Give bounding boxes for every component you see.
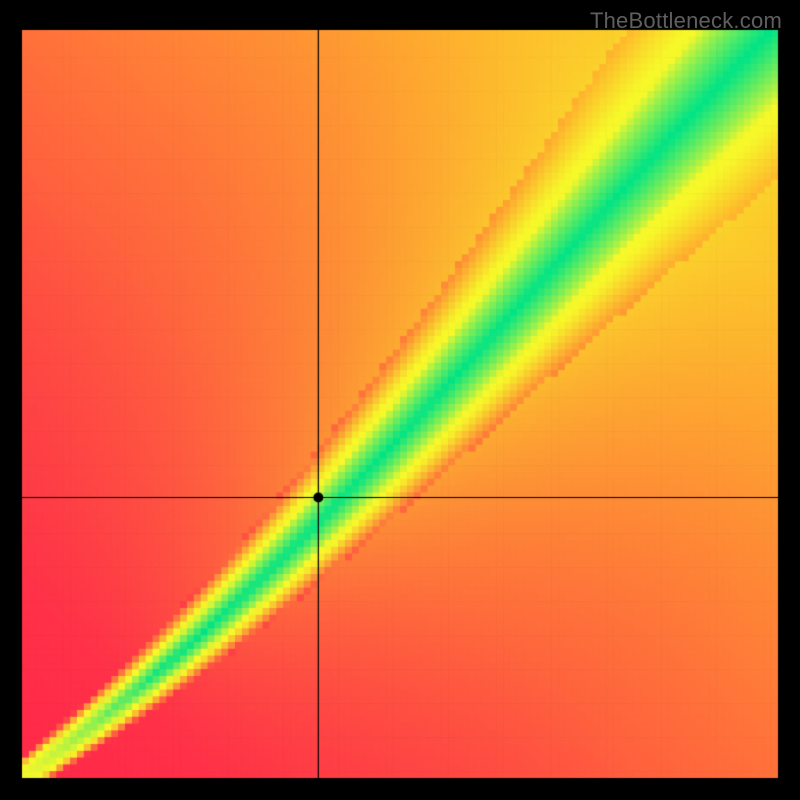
bottleneck-heatmap bbox=[0, 0, 800, 800]
chart-container: TheBottleneck.com bbox=[0, 0, 800, 800]
watermark-text: TheBottleneck.com bbox=[590, 8, 782, 34]
